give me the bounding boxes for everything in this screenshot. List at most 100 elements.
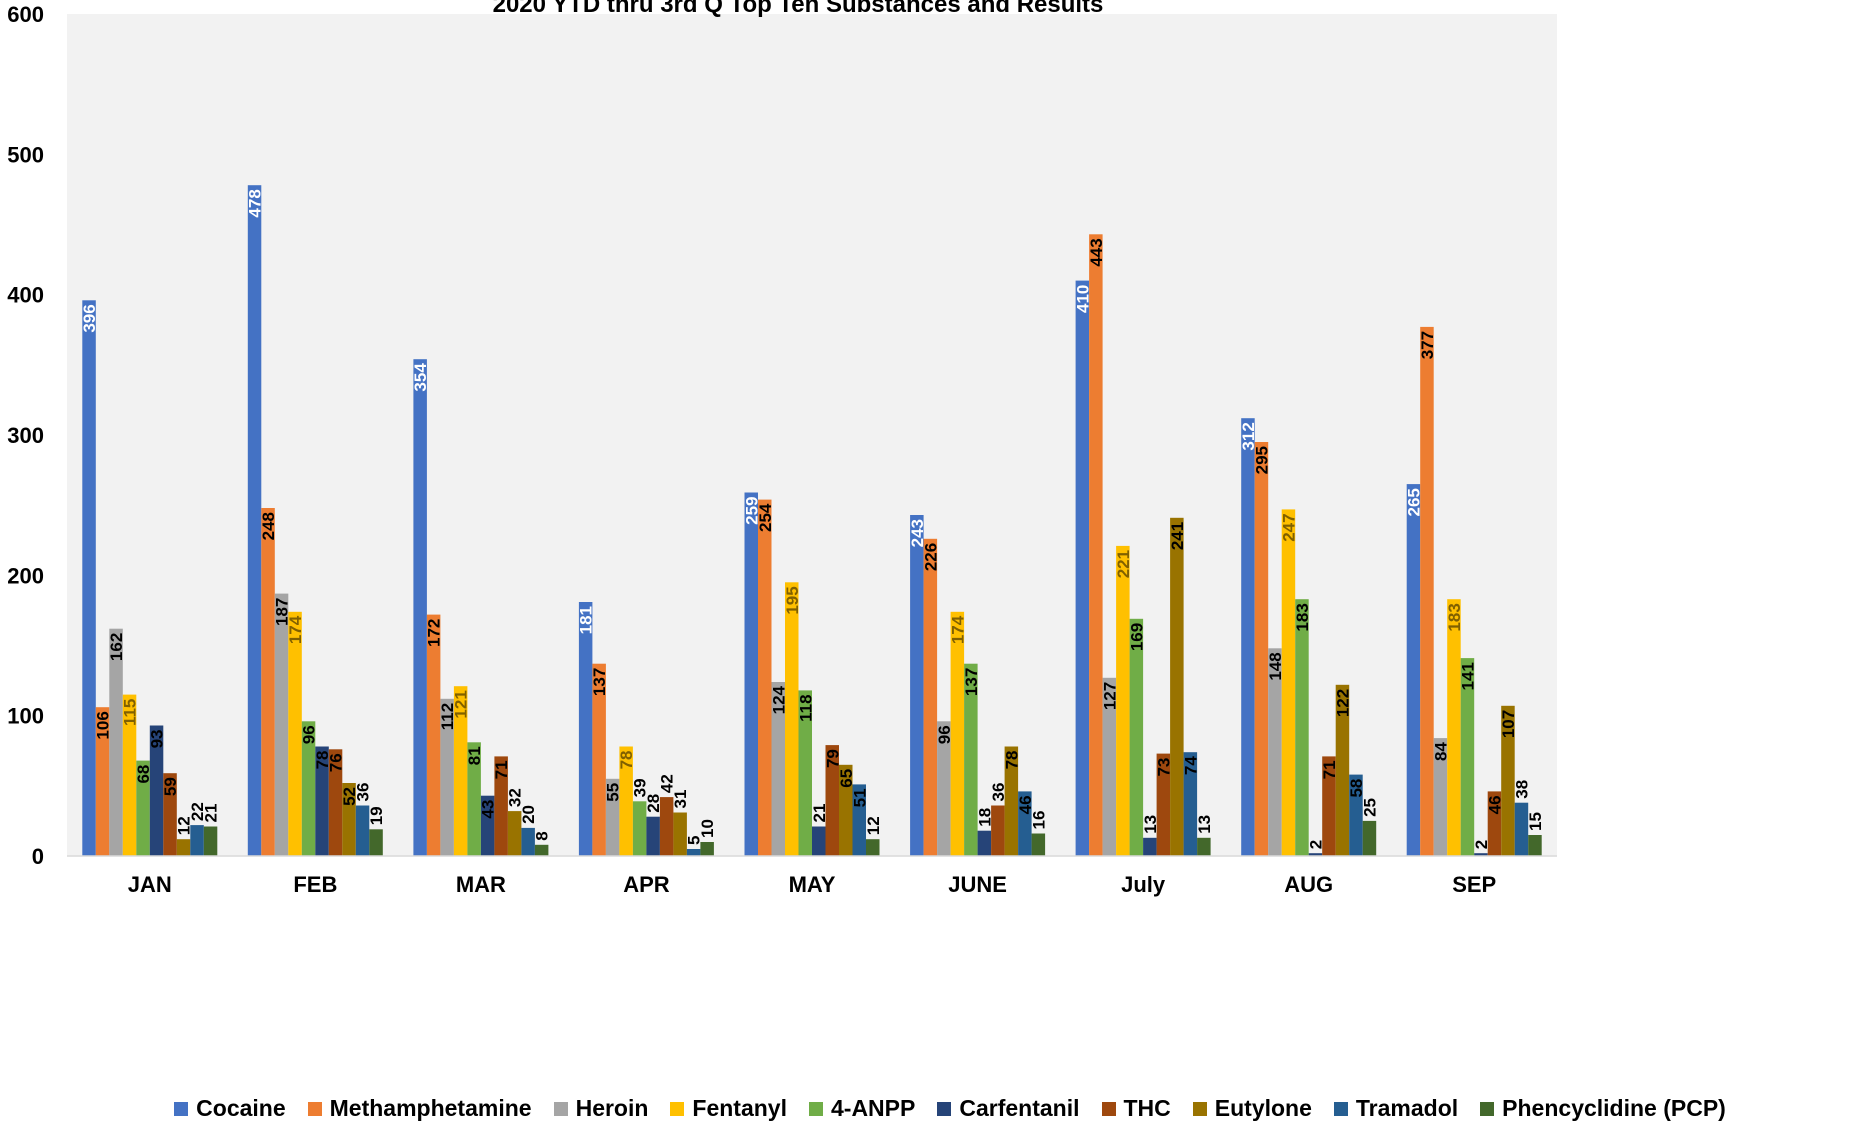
data-label: 169 [1127, 623, 1146, 651]
data-label: 12 [175, 816, 194, 835]
data-label: 78 [617, 751, 636, 770]
bar [315, 746, 329, 856]
data-label: 36 [989, 783, 1008, 802]
bar [109, 628, 123, 856]
data-label: 127 [1100, 682, 1119, 710]
legend-label: Eutylone [1214, 1095, 1312, 1121]
bar [1460, 658, 1475, 856]
x-category-label: JUNE [948, 872, 1007, 897]
data-label: 137 [962, 668, 981, 696]
bar [1129, 618, 1144, 856]
data-label: 68 [134, 765, 153, 784]
bar [812, 826, 826, 856]
data-label: 2 [1306, 840, 1325, 849]
data-label: 243 [908, 519, 927, 547]
bar [1487, 791, 1502, 856]
data-label: 81 [465, 746, 484, 765]
data-label: 265 [1405, 488, 1424, 516]
bar [453, 686, 468, 856]
data-label: 115 [121, 699, 140, 726]
bar [1075, 280, 1090, 857]
bar [659, 797, 674, 856]
legend-label: Tramadol [1355, 1095, 1459, 1121]
bar [646, 816, 660, 856]
bar [247, 185, 262, 856]
bar [355, 805, 370, 856]
bar [369, 829, 383, 856]
legend-item: Cocaine [174, 1095, 286, 1122]
data-label: 13 [1141, 815, 1160, 834]
bar [785, 582, 799, 856]
bar [923, 538, 938, 856]
bar [467, 742, 481, 856]
legend-swatch [307, 1101, 322, 1116]
data-label: 58 [1347, 779, 1366, 798]
y-tick-label: 100 [7, 704, 44, 729]
bar [578, 602, 593, 856]
data-label: 79 [823, 749, 842, 768]
bar [176, 839, 191, 856]
legend-swatch [553, 1101, 568, 1116]
bar [1501, 705, 1515, 856]
data-label: 13 [1195, 815, 1214, 834]
data-label: 124 [769, 685, 788, 714]
bar [632, 801, 647, 856]
legend-item: Phencyclidine (PCP) [1480, 1095, 1726, 1122]
x-category-label: SEP [1452, 872, 1496, 897]
bar [1362, 820, 1377, 856]
data-label: 96 [935, 725, 954, 744]
legend-label: Cocaine [196, 1095, 286, 1121]
data-label: 51 [850, 788, 869, 807]
data-label: 121 [452, 690, 471, 718]
data-label: 78 [313, 751, 332, 770]
data-label: 122 [1333, 689, 1352, 717]
data-label: 248 [259, 512, 278, 540]
bar [301, 721, 316, 856]
bar [1102, 677, 1117, 856]
data-label: 19 [367, 806, 386, 825]
data-label: 65 [837, 769, 856, 788]
data-label: 12 [864, 816, 883, 835]
data-label: 174 [948, 615, 967, 644]
legend-item: Tramadol [1333, 1095, 1459, 1122]
data-label: 73 [1154, 758, 1173, 777]
bar [1268, 648, 1282, 856]
bar [977, 830, 992, 856]
data-label: 16 [1029, 811, 1048, 830]
bar [1295, 599, 1309, 856]
legend-label: Fentanyl [692, 1095, 787, 1121]
data-label: 22 [188, 802, 207, 821]
bar [866, 839, 880, 856]
bar [1308, 853, 1323, 856]
bar [825, 745, 839, 856]
legend-swatch [1192, 1101, 1207, 1116]
bar [534, 844, 549, 856]
bar [1474, 853, 1488, 856]
bar [700, 842, 714, 856]
data-label: 183 [1293, 603, 1312, 631]
data-label: 20 [519, 805, 538, 824]
data-label: 377 [1418, 331, 1437, 359]
data-label: 259 [742, 497, 761, 525]
data-label: 174 [286, 615, 305, 644]
data-label: 187 [273, 598, 292, 626]
bar [1031, 833, 1046, 856]
data-label: 21 [810, 804, 829, 823]
bar [1447, 599, 1461, 856]
bar [852, 784, 866, 856]
bar [480, 795, 495, 856]
data-label: 478 [246, 189, 265, 217]
bar [190, 825, 204, 856]
bar [261, 508, 275, 856]
bar [507, 811, 522, 856]
data-label: 106 [94, 711, 113, 739]
bar [203, 826, 218, 856]
bar [1433, 738, 1448, 856]
x-category-label: FEB [293, 872, 337, 897]
data-label: 162 [107, 633, 126, 661]
legend-item: Methamphetamine [307, 1095, 532, 1122]
bar [149, 725, 164, 856]
bar [1528, 835, 1542, 856]
x-category-label: MAY [789, 872, 836, 897]
legend-label: Heroin [575, 1095, 649, 1121]
